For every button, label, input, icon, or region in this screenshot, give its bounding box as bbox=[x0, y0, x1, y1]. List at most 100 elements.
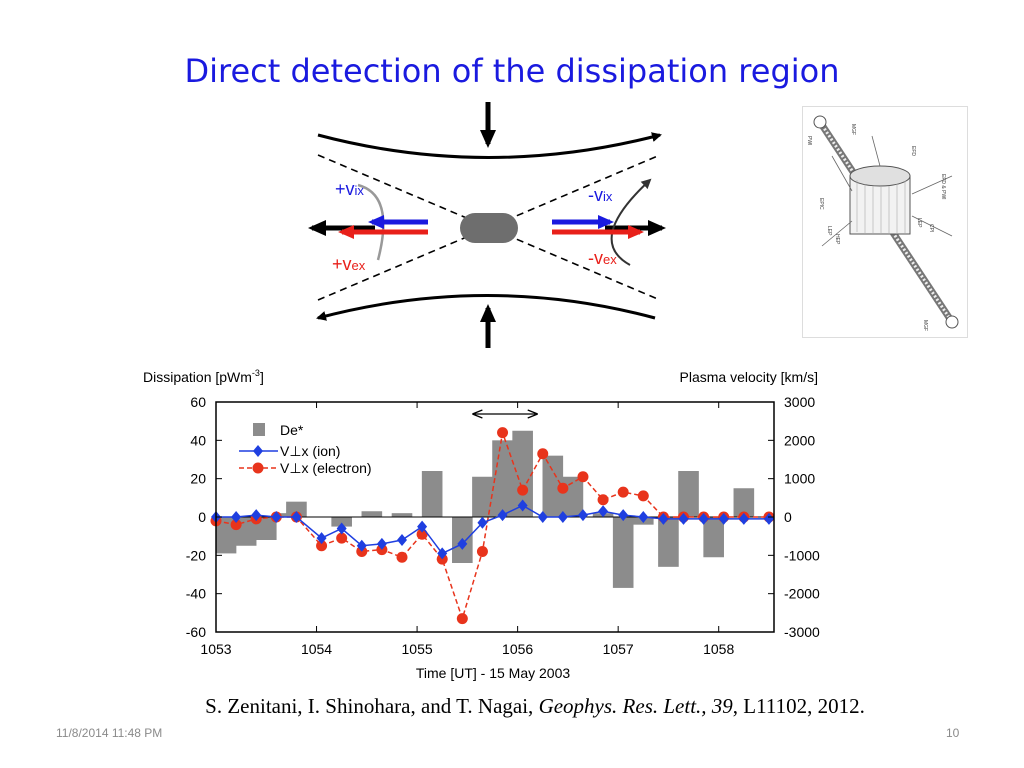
footer-date: 11/8/2014 11:48 PM bbox=[56, 726, 163, 740]
y-left-tick-label: -40 bbox=[186, 586, 206, 602]
ion-point bbox=[618, 509, 629, 522]
svg-text:HEP: HEP bbox=[834, 234, 840, 245]
electron-point bbox=[637, 490, 649, 502]
bar bbox=[678, 471, 699, 517]
ion-point bbox=[376, 537, 387, 550]
bar bbox=[542, 455, 564, 517]
electron-point bbox=[316, 540, 328, 552]
y-right-tick-label: 0 bbox=[784, 509, 792, 525]
bar bbox=[286, 501, 307, 517]
legend-swatch-bar bbox=[253, 423, 265, 436]
y-left-tick-label: 40 bbox=[190, 432, 206, 448]
ion-point bbox=[316, 532, 327, 545]
ion-point bbox=[356, 539, 367, 552]
dissipation-velocity-chart: 1053 1054 1055 1056 1057 1058 60 40 20 0 -20 -40 -60… bbox=[143, 368, 820, 681]
electron-point bbox=[617, 486, 629, 498]
ion-point bbox=[577, 509, 588, 522]
ion-point bbox=[437, 547, 448, 560]
svg-text:EFD: EFD bbox=[910, 146, 916, 156]
y-right-tick-label: -1000 bbox=[784, 547, 820, 563]
bar bbox=[361, 511, 383, 517]
page-title: Direct detection of the dissipation regi… bbox=[184, 52, 840, 90]
bars-layer bbox=[215, 430, 755, 588]
bar bbox=[512, 430, 533, 517]
svg-text:MGF: MGF bbox=[850, 124, 856, 135]
ion-point bbox=[658, 512, 669, 525]
legend-label-electron: V⊥x (electron) bbox=[280, 460, 372, 476]
ion-point bbox=[231, 511, 242, 523]
interval-arrow-head-right bbox=[527, 409, 538, 419]
x-tick-label: 1056 bbox=[502, 641, 533, 657]
ion-point bbox=[271, 511, 282, 523]
bar bbox=[733, 488, 755, 517]
electron-point bbox=[456, 613, 468, 625]
legend-marker-ion bbox=[253, 445, 263, 457]
spacecraft-illustration: MGF PWI EFD EFD & PWI EPIC LEP HEP LEP C… bbox=[802, 106, 968, 338]
electron-point bbox=[537, 448, 549, 460]
electron-point bbox=[396, 551, 408, 563]
ion-point bbox=[598, 505, 609, 518]
svg-text:LEP: LEP bbox=[826, 226, 832, 236]
ion-point bbox=[497, 509, 508, 522]
electron-line bbox=[215, 432, 769, 622]
y-right-tick-label: -3000 bbox=[784, 624, 820, 640]
electron-point bbox=[577, 471, 589, 483]
bar bbox=[658, 517, 679, 567]
trajectory-right bbox=[610, 178, 652, 266]
ion-point bbox=[537, 511, 548, 523]
y-left-tick-label: -60 bbox=[186, 624, 206, 640]
y-axis-label-right: Plasma velocity [km/s] bbox=[680, 369, 818, 385]
ion-point bbox=[698, 512, 709, 525]
svg-text:LEP: LEP bbox=[916, 218, 922, 228]
axes-layer: 1053 1054 1055 1056 1057 1058 60 40 20 0 -20 -40 -60… bbox=[186, 394, 820, 657]
x-tick-label: 1054 bbox=[301, 641, 332, 657]
bar bbox=[421, 471, 443, 517]
bar bbox=[492, 440, 513, 517]
electron-point bbox=[476, 546, 488, 557]
x-axis-label: Time [UT] - 15 May 2003 bbox=[416, 665, 571, 681]
legend: De* V⊥x (ion)V⊥x (electron) bbox=[239, 422, 372, 476]
electron-point bbox=[517, 484, 529, 496]
ion-point bbox=[477, 516, 488, 529]
ion-point bbox=[638, 511, 649, 523]
reconnection-schematic: +vix +vex -vix -vex bbox=[308, 102, 666, 348]
page-number: 10 bbox=[946, 726, 960, 740]
electron-point bbox=[336, 532, 348, 544]
y-right-tick-label: -2000 bbox=[784, 586, 820, 602]
y-left-tick-label: 0 bbox=[198, 509, 206, 525]
legend-label-bar: De* bbox=[280, 422, 304, 438]
interval-arrow-head-left bbox=[472, 409, 483, 419]
svg-text:PWI: PWI bbox=[806, 136, 812, 145]
ion-point bbox=[678, 512, 689, 525]
ion-point bbox=[718, 512, 729, 525]
y-right-tick-label: 1000 bbox=[784, 471, 815, 487]
ion-point bbox=[557, 511, 568, 523]
label-vix-minus: -vix bbox=[588, 185, 613, 205]
bar bbox=[331, 517, 352, 527]
bar bbox=[703, 517, 724, 558]
electron-point bbox=[597, 494, 609, 506]
bar bbox=[472, 476, 493, 517]
field-line-top bbox=[317, 132, 662, 159]
citation: S. Zenitani, I. Shinohara, and T. Nagai,… bbox=[205, 694, 865, 718]
y-right-tick-label: 3000 bbox=[784, 394, 815, 410]
legend-label-ion: V⊥x (ion) bbox=[280, 443, 340, 459]
ion-point bbox=[251, 509, 262, 522]
legend-marker-electron bbox=[252, 462, 264, 474]
svg-text:EFD & PWI: EFD & PWI bbox=[940, 174, 946, 200]
x-tick-label: 1057 bbox=[603, 641, 634, 657]
ion-point bbox=[291, 511, 302, 523]
y-left-tick-label: -20 bbox=[186, 547, 206, 563]
y-axis-label-left: Dissipation [pWm-3] bbox=[143, 368, 264, 385]
bar bbox=[391, 513, 413, 517]
x-tick-label: 1055 bbox=[402, 641, 433, 657]
ion-point bbox=[517, 499, 528, 512]
label-vex-minus: -vex bbox=[588, 248, 617, 268]
ion-line bbox=[216, 504, 769, 555]
electron-point bbox=[230, 519, 242, 531]
diffusion-region bbox=[460, 213, 518, 243]
time-interval-arrow bbox=[472, 409, 538, 419]
ion-point bbox=[457, 537, 468, 550]
field-line-bottom bbox=[316, 294, 656, 321]
bar bbox=[255, 517, 277, 540]
